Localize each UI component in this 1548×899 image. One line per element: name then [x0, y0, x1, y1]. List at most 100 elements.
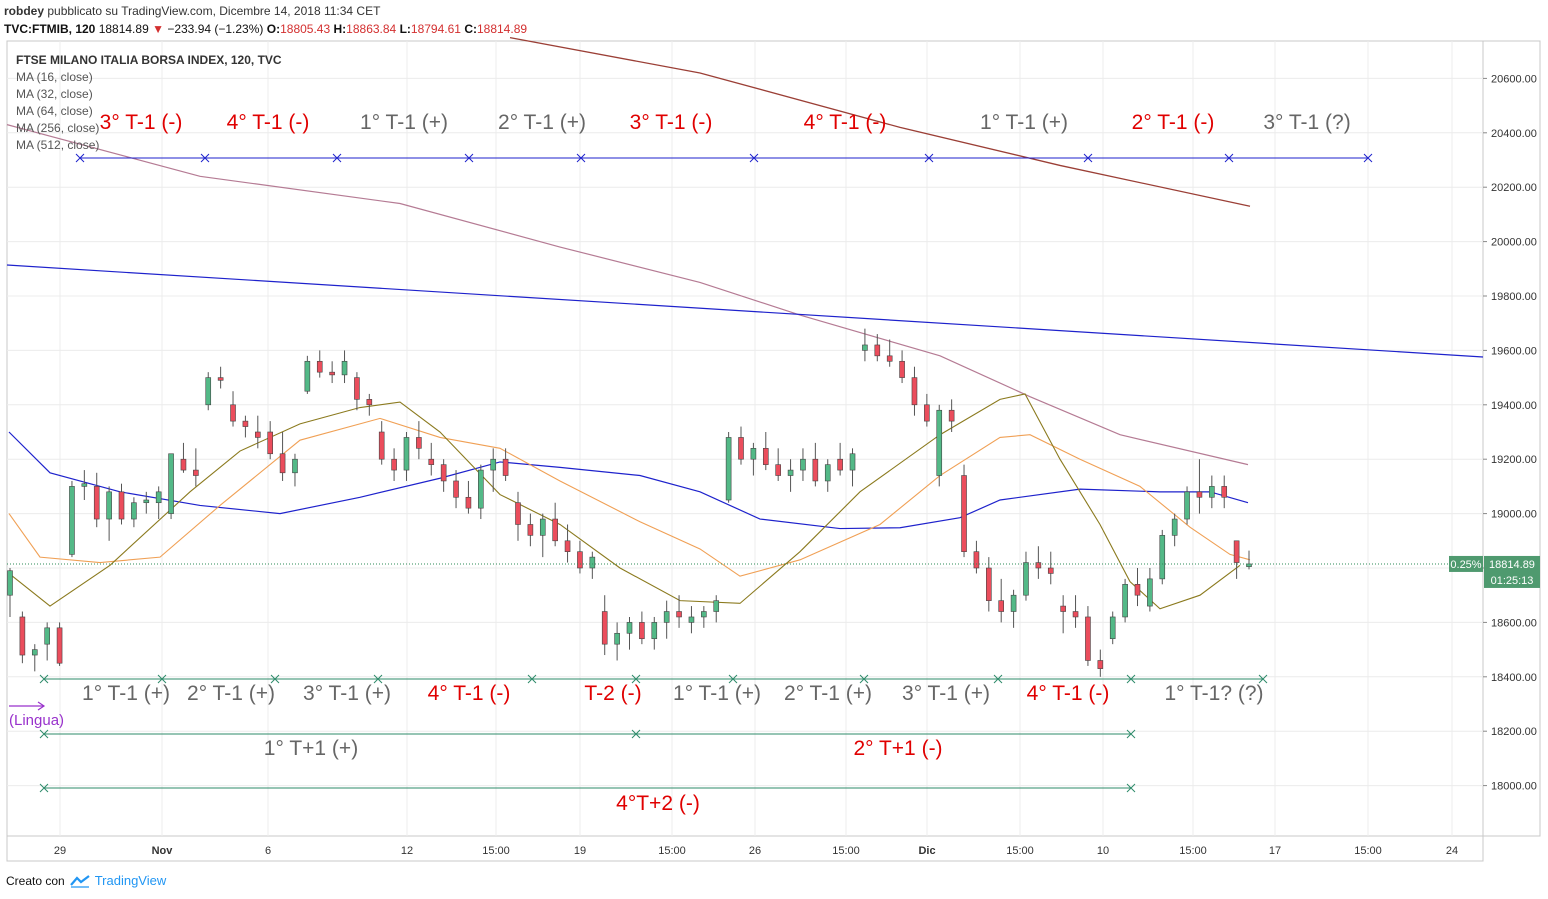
bottom-cycle-label: 4° T-1 (-) — [1027, 682, 1110, 705]
candle-body — [242, 420, 249, 427]
legend-ma64[interactable]: MA (64, close) — [16, 104, 93, 118]
last-price-label: 18814.89 — [1489, 559, 1535, 571]
y-tick-label: 19600.00 — [1491, 345, 1537, 357]
candle-body — [713, 600, 720, 612]
candle-body — [614, 632, 620, 645]
top-cycle-line-arrow-icon — [200, 153, 210, 163]
candle-body — [701, 611, 707, 618]
x-tick-label: Dic — [918, 845, 935, 857]
candle-body — [341, 360, 348, 376]
candle-body — [812, 458, 819, 482]
top-cycle-label: 2° T-1 (-) — [1132, 111, 1215, 134]
candle-body — [837, 458, 843, 471]
candle-body — [1184, 491, 1190, 520]
bottom-cycle-label: 3° T-1 (+) — [902, 682, 990, 705]
bottom-cycle-line-arrow-icon — [39, 674, 49, 684]
low-value: 18794.61 — [410, 22, 461, 36]
candle-body — [886, 355, 893, 362]
bottom-cycle-label: 3° T-1 (+) — [303, 682, 391, 705]
top-cycle-line-arrow-icon — [749, 153, 759, 163]
t1-cycle-line-arrow-icon — [39, 729, 49, 739]
bottom-cycle-label: 1° T-1 (+) — [673, 682, 761, 705]
candle-body — [787, 469, 794, 476]
x-tick-label: 17 — [1269, 845, 1281, 857]
author-name[interactable]: robdey — [4, 4, 45, 18]
x-tick-label: 10 — [1097, 845, 1109, 857]
y-tick-label: 19800.00 — [1491, 291, 1537, 303]
candle-body — [1072, 611, 1079, 618]
bottom-cycle-label: 1° T-1 (+) — [82, 682, 170, 705]
y-tick-label: 20200.00 — [1491, 182, 1537, 194]
x-tick-label: 6 — [265, 845, 271, 857]
candle-body — [403, 437, 410, 471]
top-cycle-label: 2° T-1 (+) — [498, 111, 586, 134]
candle-body — [924, 404, 930, 422]
bottom-cycle-line-arrow-icon — [859, 674, 869, 684]
candle-body — [81, 483, 88, 487]
candle-body — [428, 458, 435, 465]
candle-body — [564, 540, 571, 552]
close-label: C: — [464, 22, 477, 36]
candle-body — [539, 518, 546, 536]
tradingview-logo-icon — [69, 874, 90, 888]
symbol-label: TVC:FTMIB, 120 — [4, 22, 96, 36]
candle-body — [973, 551, 980, 569]
legend-title: FTSE MILANO ITALIA BORSA INDEX, 120, TVC — [16, 53, 282, 67]
bottom-cycle-line-arrow-icon — [993, 674, 1003, 684]
candle-body — [131, 502, 137, 520]
candle-body — [416, 437, 422, 449]
candle-body — [118, 491, 125, 520]
candle-body — [440, 464, 447, 482]
bottom-cycle-line-arrow-icon — [1126, 674, 1136, 684]
tradingview-brand[interactable]: TradingView — [94, 873, 167, 888]
open-label: O: — [266, 22, 281, 36]
legend-ma16[interactable]: MA (16, close) — [16, 70, 93, 84]
close-value: 18814.89 — [476, 22, 528, 36]
y-tick-label: 18400.00 — [1491, 672, 1537, 684]
symbol-quote-line: TVC:FTMIB, 120 18814.89 ▼ −233.94 (−1.23… — [4, 22, 527, 36]
bottom-cycle-label: 2° T-1 (+) — [784, 682, 872, 705]
candle-body — [527, 524, 534, 536]
candle-body — [316, 360, 323, 373]
candle-body — [750, 448, 757, 460]
x-tick-label: 15:00 — [1006, 845, 1034, 857]
y-tick-label: 20400.00 — [1491, 128, 1537, 140]
candle-body — [1122, 584, 1128, 618]
candle-body — [862, 344, 868, 351]
candle-body — [366, 399, 373, 406]
legend-ma512[interactable]: MA (512, close) — [16, 138, 100, 152]
candle-body — [515, 502, 521, 525]
top-cycle-line-arrow-icon — [332, 153, 342, 163]
candle-body — [329, 371, 335, 376]
y-tick-label: 20600.00 — [1491, 73, 1537, 85]
candle-body — [1209, 486, 1215, 498]
candle-body — [725, 437, 732, 501]
candle-body — [292, 458, 298, 474]
x-tick-label: 15:00 — [658, 845, 686, 857]
legend-ma32[interactable]: MA (32, close) — [16, 87, 93, 101]
candle-body — [354, 377, 360, 400]
open-value: 18805.43 — [280, 22, 331, 36]
candle-body — [453, 480, 459, 498]
top-cycle-line-arrow-icon — [1224, 153, 1234, 163]
candle-body — [688, 616, 695, 623]
top-cycle-label: 4° T-1 (-) — [804, 111, 887, 134]
y-tick-label: 18600.00 — [1491, 617, 1537, 629]
candle-body — [465, 496, 472, 509]
candle-body — [775, 464, 781, 476]
t1-cycle-line-arrow-icon — [1126, 729, 1136, 739]
bottom-cycle-line-arrow-icon — [728, 674, 738, 684]
lingua-arrow-icon — [37, 701, 46, 711]
x-tick-label: 24 — [1446, 845, 1458, 857]
candle-body — [663, 611, 670, 623]
candle-body — [1159, 535, 1166, 580]
t2-cycle-label: 4°T+2 (-) — [616, 792, 700, 815]
y-tick-label: 18200.00 — [1491, 726, 1537, 738]
candle-body — [255, 431, 261, 438]
high-value: 18863.84 — [346, 22, 397, 36]
bottom-cycle-label: T-2 (-) — [584, 682, 641, 705]
bottom-cycle-label: 4° T-1 (-) — [428, 682, 511, 705]
legend-ma256[interactable]: MA (256, close) — [16, 121, 100, 135]
candle-body — [577, 551, 583, 569]
